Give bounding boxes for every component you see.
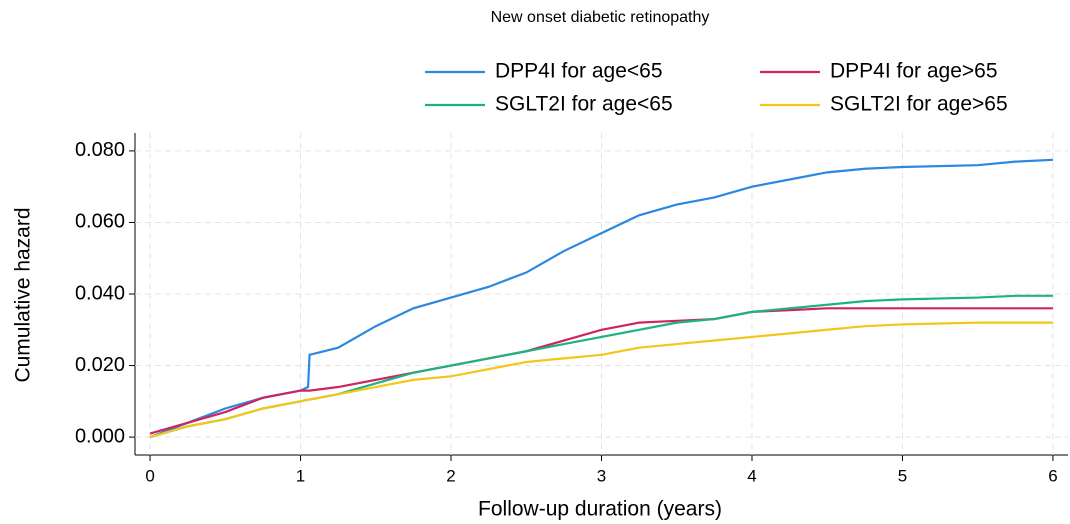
x-tick-label: 6	[1048, 466, 1057, 485]
x-tick-label: 1	[296, 466, 305, 485]
chart-title: New onset diabetic retinopathy	[491, 9, 710, 26]
legend-label: SGLT2I for age<65	[495, 93, 673, 116]
y-axis-label: Cumulative hazard	[12, 207, 35, 382]
x-tick-label: 4	[747, 466, 756, 485]
legend-label: DPP4I for age>65	[830, 60, 998, 83]
x-axis-label: Follow-up duration (years)	[478, 498, 722, 521]
x-tick-label: 0	[145, 466, 154, 485]
y-tick-label: 0.060	[75, 211, 125, 233]
x-tick-label: 3	[597, 466, 606, 485]
legend-label: DPP4I for age<65	[495, 60, 663, 83]
x-tick-label: 5	[898, 466, 907, 485]
x-tick-label: 2	[446, 466, 455, 485]
series-line	[149, 307, 1053, 435]
series-line	[149, 321, 1053, 439]
y-tick-label: 0.080	[75, 139, 125, 161]
legend-label: SGLT2I for age>65	[830, 93, 1008, 116]
y-tick-label: 0.020	[75, 354, 125, 376]
y-tick-label: 0.000	[75, 425, 125, 447]
y-tick-label: 0.040	[75, 282, 125, 304]
